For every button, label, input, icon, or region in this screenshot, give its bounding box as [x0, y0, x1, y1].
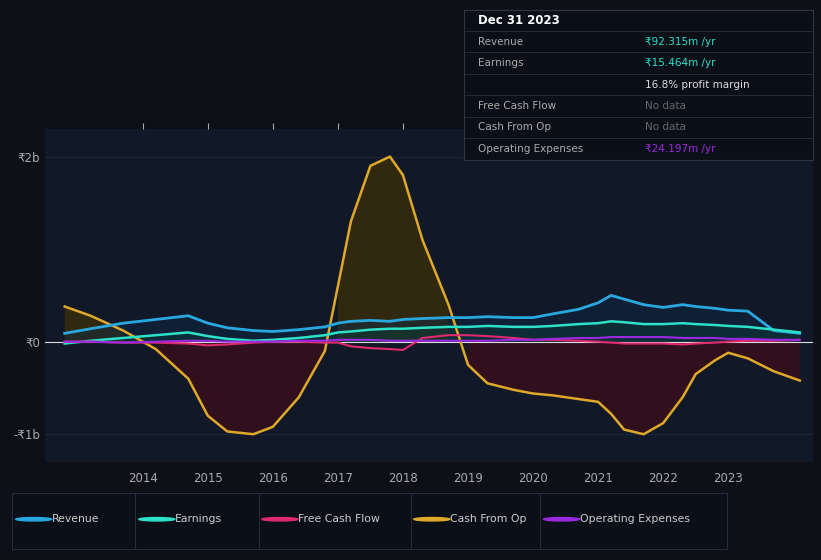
Circle shape — [262, 517, 298, 521]
Circle shape — [139, 517, 175, 521]
Circle shape — [414, 517, 450, 521]
Text: Revenue: Revenue — [52, 514, 99, 524]
Text: Dec 31 2023: Dec 31 2023 — [478, 14, 560, 27]
Text: ₹24.197m /yr: ₹24.197m /yr — [645, 144, 716, 154]
FancyBboxPatch shape — [540, 493, 727, 549]
FancyBboxPatch shape — [259, 493, 413, 549]
Text: Earnings: Earnings — [478, 58, 523, 68]
Text: No data: No data — [645, 123, 686, 133]
Text: 16.8% profit margin: 16.8% profit margin — [645, 80, 750, 90]
Text: ₹92.315m /yr: ₹92.315m /yr — [645, 36, 716, 46]
Text: Cash From Op: Cash From Op — [478, 123, 551, 133]
Text: Operating Expenses: Operating Expenses — [478, 144, 583, 154]
FancyBboxPatch shape — [135, 493, 263, 549]
FancyBboxPatch shape — [410, 493, 544, 549]
Text: Free Cash Flow: Free Cash Flow — [478, 101, 556, 111]
Text: Earnings: Earnings — [175, 514, 222, 524]
Text: Free Cash Flow: Free Cash Flow — [298, 514, 380, 524]
FancyBboxPatch shape — [12, 493, 140, 549]
Circle shape — [544, 517, 580, 521]
Text: ₹15.464m /yr: ₹15.464m /yr — [645, 58, 716, 68]
Text: Operating Expenses: Operating Expenses — [580, 514, 690, 524]
Text: Cash From Op: Cash From Op — [450, 514, 526, 524]
Text: Revenue: Revenue — [478, 36, 523, 46]
Text: No data: No data — [645, 101, 686, 111]
Circle shape — [16, 517, 52, 521]
